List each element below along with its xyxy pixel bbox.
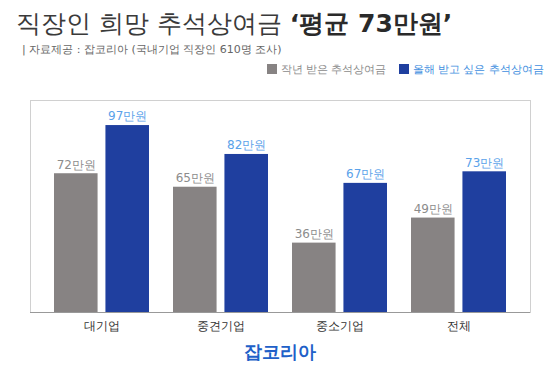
svg-text:36만원: 36만원	[295, 227, 334, 241]
svg-text:82만원: 82만원	[227, 138, 266, 152]
svg-text:49만원: 49만원	[414, 202, 453, 216]
svg-text:대기업: 대기업	[84, 319, 120, 333]
html-text:| 자료제공 : 잡코리아 (국내기업 직장인 610명 조: | 자료제공 : 잡코리아 (국내기업 직장인 610명 조사)	[22, 43, 282, 56]
svg-text:전체: 전체	[447, 319, 471, 333]
svg-text:중소기업: 중소기업	[316, 319, 364, 333]
svg-text:73만원: 73만원	[465, 156, 504, 170]
svg-text:중견기업: 중견기업	[197, 319, 245, 333]
html-text:올해 받고 싶은 추석상여금: 올해 받고 싶은 추석상여금	[412, 63, 544, 76]
svg-text:97만원: 97만원	[108, 109, 147, 123]
svg-text:72만원: 72만원	[57, 158, 96, 172]
html-text:잡코리아: 잡코리아	[244, 341, 316, 362]
svg-text:67만원: 67만원	[346, 167, 385, 181]
html-text:직장인 희망 추석상여금‘평균 73만원’: 직장인 희망 추석상여금‘평균 73만원’	[16, 9, 453, 38]
html-text:작년 받은 추석상여금: 작년 받은 추석상여금	[280, 63, 387, 76]
svg-text:65만원: 65만원	[176, 171, 215, 185]
